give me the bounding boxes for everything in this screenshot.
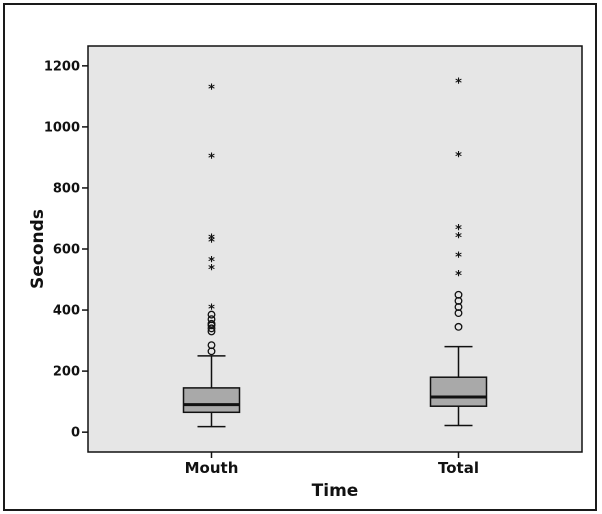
box-iqr [429, 376, 488, 407]
x-axis-labels: Mouth Total [185, 452, 479, 477]
y-tick-label: 600 [53, 243, 80, 258]
outlier-extreme: * [455, 223, 462, 238]
y-tick-label: 400 [53, 304, 80, 319]
outlier-extreme: * [455, 269, 462, 284]
x-axis-title: Time [312, 481, 359, 501]
y-tick-label: 0 [71, 426, 80, 441]
outlier-extreme: * [208, 235, 215, 250]
y-tick-label: 800 [53, 181, 80, 196]
y-tick-label: 1200 [44, 59, 80, 74]
outlier-mild [207, 310, 216, 319]
outlier-extreme: * [208, 255, 215, 270]
outlier-mild [207, 341, 216, 350]
outlier-mild [454, 322, 463, 331]
y-axis-title: Seconds [28, 209, 48, 289]
outlier-extreme: * [208, 232, 215, 247]
outlier-mild [207, 324, 216, 333]
plot-area [87, 45, 583, 453]
outlier-mild [454, 290, 463, 299]
x-tick-label: Total [438, 459, 479, 477]
y-tick-label: 200 [53, 365, 80, 380]
outlier-extreme: * [455, 231, 462, 246]
x-tick-label: Mouth [185, 459, 239, 477]
outlier-extreme: * [455, 150, 462, 165]
outlier-extreme: * [455, 251, 462, 266]
box-mouth: ******* [182, 83, 241, 428]
outlier-extreme: * [208, 83, 215, 98]
outlier-mild [207, 319, 216, 328]
y-axis: 0 200 400 600 800 1000 1200 [44, 59, 88, 441]
outlier-extreme: * [455, 77, 462, 92]
outlier-mild [207, 315, 216, 324]
outlier-extreme: * [208, 263, 215, 278]
outlier-extreme: * [208, 303, 215, 318]
box-iqr [182, 387, 241, 414]
box-total: ****** [429, 77, 488, 427]
boxes-layer: ************* [182, 77, 488, 428]
y-tick-label: 1000 [44, 120, 80, 135]
outlier-extreme: * [208, 151, 215, 166]
